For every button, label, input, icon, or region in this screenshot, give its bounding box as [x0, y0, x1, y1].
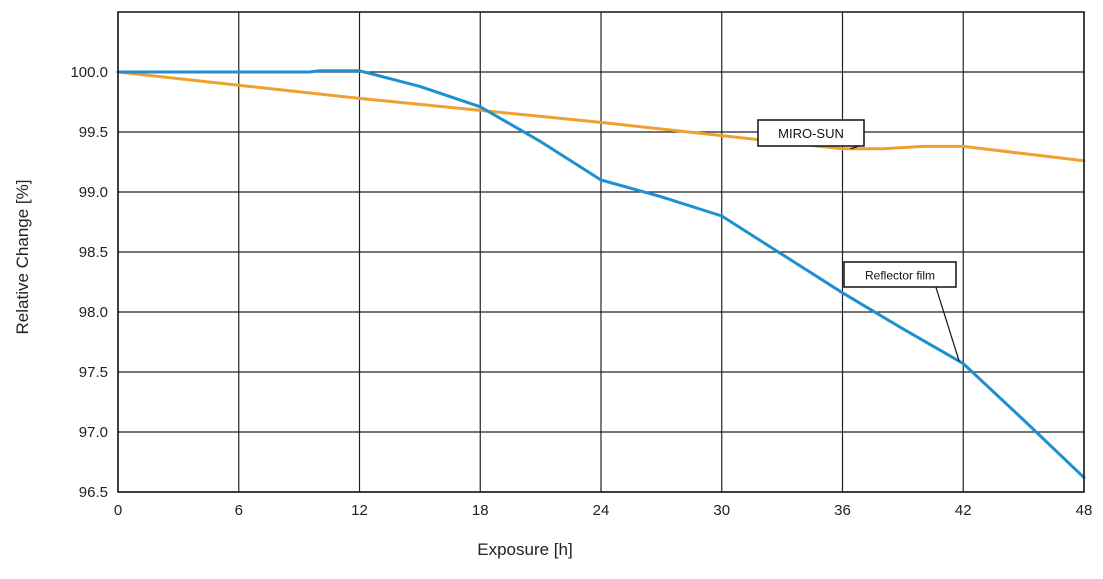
y-tick-label: 100.0: [70, 64, 108, 81]
y-tick-label: 97.0: [79, 424, 108, 441]
callout-annotations: MIRO-SUN Reflector film: [757, 119, 960, 362]
grid-lines: [117, 12, 1085, 493]
x-tick-label: 36: [834, 502, 851, 519]
y-tick-label: 97.5: [79, 364, 108, 381]
callout-label: MIRO-SUN: [778, 126, 844, 141]
callout-box: [757, 119, 865, 147]
series-line-reflector-film: [116, 69, 1086, 480]
callout-label: Reflector film: [865, 269, 935, 283]
x-tick-label: 18: [472, 502, 489, 519]
x-axis-title: Exposure [h]: [477, 540, 572, 559]
y-tick-label: 99.0: [79, 184, 108, 201]
callout-leader-line: [935, 286, 960, 362]
series-line-miro-sun: [116, 70, 1086, 163]
y-tick-labels: 96.5 97.0 97.5 98.0 98.5 99.0 99.5 100.0: [70, 64, 108, 501]
y-tick-label: 98.5: [79, 244, 108, 261]
x-tick-label: 0: [114, 502, 122, 519]
x-tick-labels: 0 6 12 18 24 30 36 42 48: [114, 502, 1093, 519]
x-tick-label: 48: [1076, 502, 1093, 519]
x-tick-label: 30: [713, 502, 730, 519]
x-tick-label: 42: [955, 502, 972, 519]
callout-box: [843, 261, 957, 288]
y-tick-label: 99.5: [79, 124, 108, 141]
x-tick-label: 6: [235, 502, 243, 519]
x-tick-label: 24: [593, 502, 610, 519]
series-lines: [116, 69, 1086, 480]
y-axis-title: Relative Change [%]: [13, 180, 32, 335]
plot-frame: [117, 11, 1085, 493]
y-tick-label: 96.5: [79, 484, 108, 501]
y-tick-label: 98.0: [79, 304, 108, 321]
x-tick-label: 12: [351, 502, 368, 519]
